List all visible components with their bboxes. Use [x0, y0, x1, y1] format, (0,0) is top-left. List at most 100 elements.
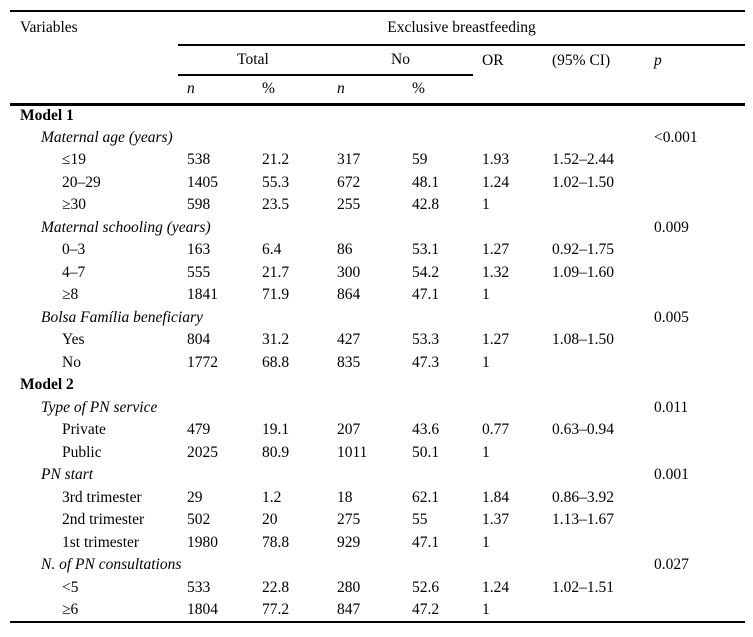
ci-cell: [543, 599, 645, 622]
category-data-row: 1st trimester 1980 78.8 929 47.1 1: [10, 532, 745, 555]
ci-cell: [543, 284, 645, 307]
no-pct-cell: 47.3: [412, 353, 440, 371]
no-pct-cell: 59: [412, 151, 428, 169]
total-n-cell: 538: [187, 151, 211, 169]
no-pct-cell: 55: [412, 511, 428, 529]
category-label: 1st trimester: [62, 533, 140, 551]
total-pct-cell: 19.1: [262, 421, 290, 439]
total-n-cell: 1804: [187, 600, 218, 618]
no-pct-cell: 50.1: [412, 443, 440, 461]
category-data-row: 4–7 555 21.7 300 54.2 1.32 1.09–1.60: [10, 262, 745, 285]
category-data-row: ≥30 598 23.5 255 42.8 1: [10, 194, 745, 217]
or-cell: 1.32: [482, 263, 510, 281]
no-pct-cell: 54.2: [412, 263, 440, 281]
variable-group-row: Maternal schooling (years) 0.009: [10, 217, 745, 240]
total-pct-cell: 22.8: [262, 578, 290, 596]
variable-group-row: Bolsa Família beneficiary 0.005: [10, 307, 745, 330]
no-n-cell: 86: [337, 241, 353, 259]
category-label: 3rd trimester: [62, 488, 142, 506]
model-section-row: Model 2: [10, 374, 745, 397]
or-cell: 1.37: [482, 511, 510, 529]
or-cell: 1: [482, 196, 490, 214]
category-data-row: ≥6 1804 77.2 847 47.2 1: [10, 599, 745, 622]
total-pct-cell: 80.9: [262, 443, 290, 461]
total-pct-header: %: [253, 75, 328, 106]
no-n-cell: 275: [337, 511, 361, 529]
category-data-row: Yes 804 31.2 427 53.3 1.27 1.08–1.50: [10, 329, 745, 352]
or-cell: 1: [482, 443, 490, 461]
variable-group-row: PN start 0.001: [10, 464, 745, 487]
total-pct-cell: 68.8: [262, 353, 290, 371]
category-label: 20–29: [62, 173, 101, 191]
variable-group-row: Type of PN service 0.011: [10, 397, 745, 420]
results-table-container: Variables Exclusive breastfeeding Total …: [10, 10, 746, 623]
category-label: ≥6: [62, 600, 79, 618]
no-pct-cell: 47.1: [412, 286, 440, 304]
model-section-label: Model 2: [20, 376, 74, 394]
total-n-cell: 1405: [187, 173, 218, 191]
no-pct-cell: 47.1: [412, 533, 440, 551]
exclusive-breastfeeding-span-header: Exclusive breastfeeding: [178, 11, 746, 46]
total-pct-cell: 31.2: [262, 331, 290, 349]
p-value-cell: 0.005: [654, 308, 689, 326]
ci-cell: [543, 194, 645, 217]
ci-cell: 1.09–1.60: [552, 263, 614, 281]
total-pct-cell: 6.4: [262, 241, 282, 259]
total-n-cell: 1772: [187, 353, 218, 371]
table-header: Variables Exclusive breastfeeding Total …: [10, 11, 746, 106]
or-cell: 1: [482, 353, 490, 371]
category-label: ≤19: [62, 151, 87, 169]
or-cell: 1.24: [482, 578, 510, 596]
or-cell: 1.84: [482, 488, 510, 506]
no-pct-cell: 52.6: [412, 578, 440, 596]
ci-cell: 0.86–3.92: [552, 488, 614, 506]
category-label: ≥30: [62, 196, 87, 214]
category-label: 4–7: [62, 263, 86, 281]
p-value-empty-cell: [645, 487, 745, 510]
header-row-subcolumns: n % n %: [10, 75, 746, 106]
total-n-cell: 1841: [187, 286, 218, 304]
p-value-empty-cell: [645, 149, 745, 172]
no-n-cell: 280: [337, 578, 361, 596]
no-n-cell: 207: [337, 421, 361, 439]
total-n-cell: 502: [187, 511, 211, 529]
no-pct-cell: 48.1: [412, 173, 440, 191]
no-group-header: No: [328, 45, 473, 76]
total-pct-cell: 23.5: [262, 196, 290, 214]
ci-cell: [543, 352, 645, 375]
empty-header-cell: [543, 75, 645, 106]
ci-column-header: (95% CI): [552, 51, 611, 69]
category-data-row: ≥8 1841 71.9 864 47.1 1: [10, 284, 745, 307]
no-pct-cell: 62.1: [412, 488, 440, 506]
variable-group-row: Maternal age (years) <0.001: [10, 127, 745, 150]
ci-cell: 1.08–1.50: [552, 331, 614, 349]
no-n-cell: 427: [337, 331, 361, 349]
variable-group-label: Bolsa Família beneficiary: [41, 308, 203, 326]
total-pct-cell: 77.2: [262, 600, 290, 618]
total-n-header: n: [178, 75, 253, 106]
total-n-cell: 2025: [187, 443, 218, 461]
table-body: Model 1 Maternal age (years) <0.001 ≤19 538 2…: [10, 104, 745, 622]
p-value-empty-cell: [645, 599, 745, 622]
ci-cell: 0.92–1.75: [552, 241, 614, 259]
p-value-cell: 0.027: [654, 556, 689, 574]
no-n-cell: 929: [337, 533, 361, 551]
p-column-header: p: [654, 51, 662, 69]
or-cell: 1.27: [482, 331, 510, 349]
variable-group-label: Maternal age (years): [41, 128, 173, 146]
p-value-empty-cell: [645, 262, 745, 285]
variable-group-label: Type of PN service: [41, 398, 158, 416]
total-pct-cell: 20: [262, 511, 278, 529]
model-section-label: Model 1: [20, 107, 74, 124]
p-value-cell: <0.001: [654, 128, 698, 146]
no-n-cell: 18: [337, 488, 353, 506]
ci-cell: 1.52–2.44: [552, 151, 614, 169]
total-n-cell: 479: [187, 421, 211, 439]
p-value-empty-cell: [645, 284, 745, 307]
category-data-row: ≤19 538 21.2 317 59 1.93 1.52–2.44: [10, 149, 745, 172]
or-column-header: OR: [482, 51, 504, 69]
total-pct-cell: 78.8: [262, 533, 290, 551]
variable-group-label: PN start: [41, 466, 94, 484]
p-value-empty-cell: [645, 172, 745, 195]
or-cell: 1: [482, 286, 490, 304]
